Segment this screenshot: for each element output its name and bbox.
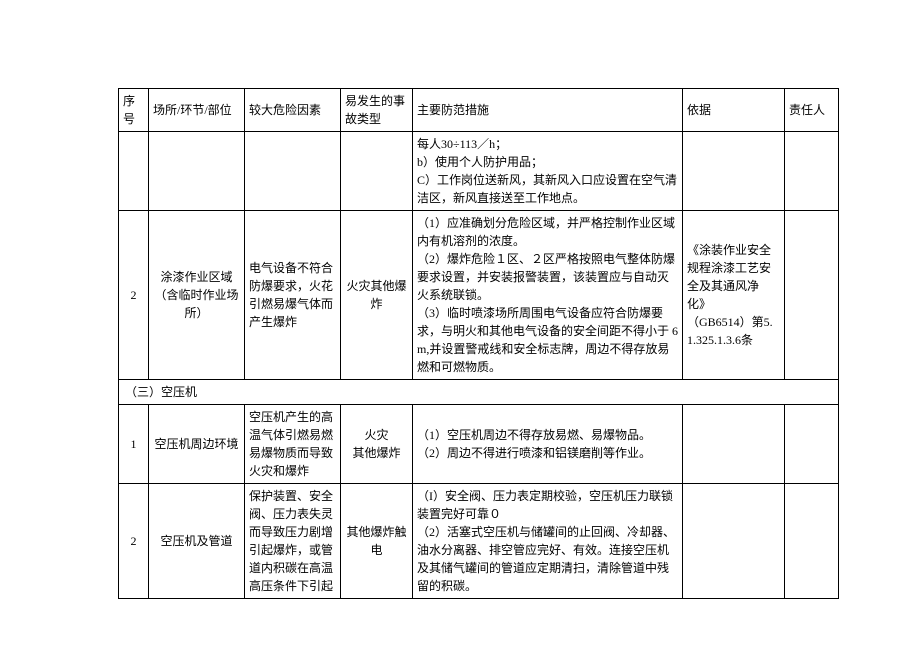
document-page: 序号 场所/环节/部位 较大危险因素 易发生的事故类型 主要防范措施 依据 责任… bbox=[0, 0, 920, 651]
cell-risk: 电气设备不符合防爆要求，火花引燃易爆气体而产生爆炸 bbox=[245, 211, 341, 380]
cell-resp bbox=[785, 211, 839, 380]
cell-measure: （1）空压机周边不得存放易燃、易爆物品。（2）周边不得进行喷漆和铝镁磨削等作业。 bbox=[413, 405, 683, 484]
cell-type bbox=[341, 132, 413, 211]
cell-risk bbox=[245, 132, 341, 211]
cell-place: 涂漆作业区域（含临时作业场所） bbox=[149, 211, 245, 380]
section-row: （三）空压机 bbox=[119, 380, 839, 405]
cell-place: 空压机周边环境 bbox=[149, 405, 245, 484]
section-title: （三）空压机 bbox=[119, 380, 839, 405]
table-row: 每人30÷113／h；b）使用个人防护用品；C）工作岗位送新风，其新风入口应设置… bbox=[119, 132, 839, 211]
header-resp: 责任人 bbox=[785, 89, 839, 132]
cell-type: 火灾其他爆炸 bbox=[341, 211, 413, 380]
header-seq: 序号 bbox=[119, 89, 149, 132]
risk-table: 序号 场所/环节/部位 较大危险因素 易发生的事故类型 主要防范措施 依据 责任… bbox=[118, 88, 839, 599]
cell-type: 其他爆炸触电 bbox=[341, 484, 413, 599]
table-row: 1 空压机周边环境 空压机产生的高温气体引燃易燃易爆物质而导致火灾和爆炸 火灾其… bbox=[119, 405, 839, 484]
cell-seq: 1 bbox=[119, 405, 149, 484]
cell-resp bbox=[785, 405, 839, 484]
cell-risk: 空压机产生的高温气体引燃易燃易爆物质而导致火灾和爆炸 bbox=[245, 405, 341, 484]
header-place: 场所/环节/部位 bbox=[149, 89, 245, 132]
cell-basis bbox=[683, 132, 785, 211]
table-header-row: 序号 场所/环节/部位 较大危险因素 易发生的事故类型 主要防范措施 依据 责任… bbox=[119, 89, 839, 132]
cell-seq bbox=[119, 132, 149, 211]
cell-resp bbox=[785, 132, 839, 211]
cell-place: 空压机及管道 bbox=[149, 484, 245, 599]
cell-basis bbox=[683, 484, 785, 599]
cell-place bbox=[149, 132, 245, 211]
header-measure: 主要防范措施 bbox=[413, 89, 683, 132]
cell-basis: 《涂装作业安全规程涂漆工艺安全及其通风净化》（GB6514）第5.1.325.1… bbox=[683, 211, 785, 380]
header-type: 易发生的事故类型 bbox=[341, 89, 413, 132]
cell-resp bbox=[785, 484, 839, 599]
header-basis: 依据 bbox=[683, 89, 785, 132]
cell-measure: （1）应准确划分危险区域，并严格控制作业区域内有机溶剂的浓度。（2）爆炸危险１区… bbox=[413, 211, 683, 380]
cell-risk: 保护装置、安全阀、压力表失灵而导致压力剧增引起爆炸，或管道内积碳在高温高压条件下… bbox=[245, 484, 341, 599]
cell-basis bbox=[683, 405, 785, 484]
cell-measure: 每人30÷113／h；b）使用个人防护用品；C）工作岗位送新风，其新风入口应设置… bbox=[413, 132, 683, 211]
table-row: 2 空压机及管道 保护装置、安全阀、压力表失灵而导致压力剧增引起爆炸，或管道内积… bbox=[119, 484, 839, 599]
table-row: 2 涂漆作业区域（含临时作业场所） 电气设备不符合防爆要求，火花引燃易爆气体而产… bbox=[119, 211, 839, 380]
header-risk: 较大危险因素 bbox=[245, 89, 341, 132]
cell-measure: （I）安全阀、压力表定期校验，空压机压力联锁装置完好可靠０（2）活塞式空压机与储… bbox=[413, 484, 683, 599]
cell-seq: 2 bbox=[119, 484, 149, 599]
cell-seq: 2 bbox=[119, 211, 149, 380]
cell-type: 火灾其他爆炸 bbox=[341, 405, 413, 484]
